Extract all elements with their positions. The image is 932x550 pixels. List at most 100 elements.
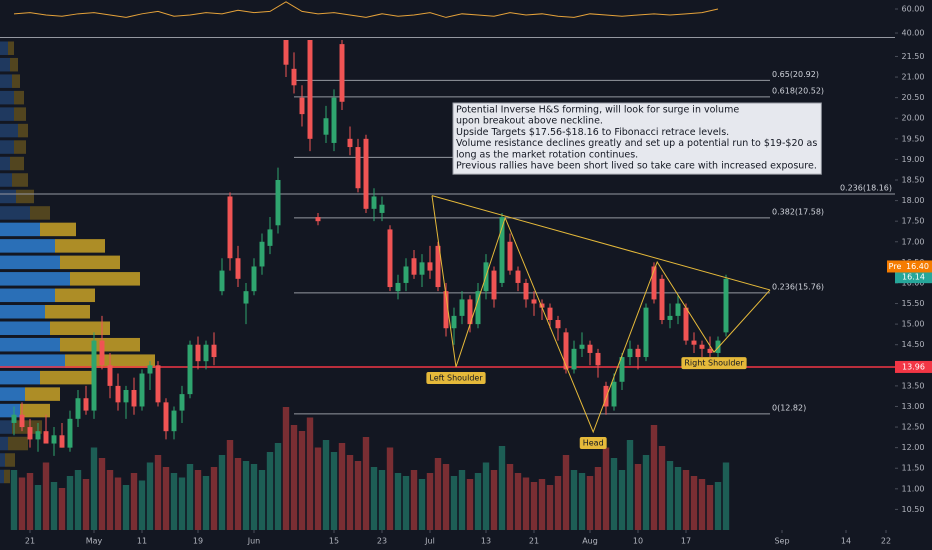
- profile-up-bar: [0, 222, 40, 237]
- volume-bar: [626, 440, 634, 530]
- volume-bar: [594, 467, 602, 530]
- y-tick-label: 12.00: [902, 443, 925, 452]
- candle-body: [611, 381, 617, 407]
- profile-up-bar: [0, 74, 12, 88]
- volume-bar: [610, 458, 618, 530]
- candle-body: [675, 303, 681, 316]
- profile-up-bar: [0, 206, 30, 220]
- y-tick-label: 13.50: [902, 381, 925, 390]
- profile-up-bar: [0, 90, 14, 105]
- profile-down-bar: [20, 403, 50, 418]
- volume-bar: [106, 470, 114, 530]
- note-line: Previous rallies have been short lived s…: [456, 161, 817, 172]
- volume-bar: [362, 437, 370, 530]
- candle-body: [651, 266, 657, 300]
- volume-bar: [354, 461, 362, 530]
- candle-body: [531, 299, 537, 304]
- profile-up-bar: [0, 337, 60, 352]
- profile-up-bar: [0, 370, 40, 385]
- profile-down-bar: [40, 370, 95, 385]
- volume-bar: [394, 473, 402, 530]
- profile-up-bar: [0, 57, 10, 72]
- candle-body: [19, 414, 25, 428]
- volume-bar: [282, 407, 290, 530]
- profile-up-bar: [0, 272, 70, 286]
- candle-body: [75, 398, 81, 419]
- candle-body: [59, 435, 65, 448]
- volume-bar: [490, 470, 498, 530]
- profile-up-bar: [0, 387, 25, 401]
- x-tick-label: 17: [681, 537, 691, 546]
- candle-body: [123, 390, 129, 403]
- candle-body: [627, 348, 633, 358]
- note-line: upon breakout above neckline.: [456, 116, 603, 127]
- fib-label: 0.236(18.16): [840, 184, 892, 193]
- volume-bar: [634, 464, 642, 530]
- volume-bar: [170, 473, 178, 530]
- profile-up-bar: [0, 123, 18, 138]
- candle-body: [243, 291, 249, 304]
- candle-body: [443, 291, 449, 329]
- candle-body: [227, 196, 233, 259]
- candle-body: [35, 431, 41, 440]
- profile-down-bar: [14, 107, 26, 121]
- volume-bar: [34, 485, 42, 530]
- candle-body: [491, 270, 497, 300]
- price-tag: [903, 260, 932, 273]
- profile-down-bar: [30, 206, 50, 220]
- candle-body: [459, 299, 465, 316]
- candle-body: [699, 344, 705, 349]
- profile-up-bar: [0, 403, 20, 418]
- price-tag-label: 16.40: [906, 262, 929, 271]
- candle-body: [411, 258, 417, 275]
- candle-body: [235, 258, 241, 279]
- volume-bar: [186, 464, 194, 530]
- y-tick-label: 17.50: [902, 217, 925, 226]
- candle-body: [115, 385, 121, 403]
- candle-body: [147, 365, 153, 374]
- volume-bar: [658, 446, 666, 530]
- volume-bar: [578, 473, 586, 530]
- candle-body: [67, 418, 73, 448]
- volume-bar: [506, 464, 514, 530]
- candle-body: [275, 180, 281, 226]
- profile-down-bar: [5, 453, 15, 467]
- profile-up-bar: [0, 189, 16, 204]
- volume-bar: [514, 473, 522, 530]
- profile-down-bar: [10, 156, 24, 171]
- note-box: [452, 102, 822, 175]
- candle-body: [387, 229, 393, 288]
- volume-bar: [154, 455, 162, 530]
- pre-tag-box: [887, 260, 903, 273]
- candle-body: [379, 204, 385, 213]
- candle-body: [427, 262, 433, 271]
- candle-body: [315, 217, 321, 222]
- profile-down-bar: [55, 239, 105, 253]
- candle-body: [179, 394, 185, 411]
- profile-up-bar: [0, 453, 5, 467]
- profile-down-bar: [16, 189, 34, 204]
- candle-body: [539, 303, 545, 308]
- candle-body: [571, 348, 577, 370]
- profile-down-bar: [45, 305, 90, 319]
- profile-up-bar: [0, 305, 45, 319]
- volume-bar: [98, 458, 106, 530]
- y-tick-label: 19.50: [902, 134, 925, 143]
- candle-body: [619, 357, 625, 382]
- profile-up-bar: [0, 255, 60, 270]
- pattern-line: [431, 195, 771, 434]
- volume-bar: [682, 470, 690, 530]
- volume-bar: [410, 470, 418, 530]
- volume-bar: [250, 464, 258, 530]
- candle-body: [163, 402, 169, 432]
- candle-body: [435, 245, 441, 288]
- indicator-tick-label: 40.00: [902, 29, 925, 38]
- volume-bar: [418, 479, 426, 530]
- volume-bar: [274, 443, 282, 530]
- volume-bar: [26, 473, 34, 530]
- pattern-label: Head: [583, 439, 604, 448]
- fib-label: 0.618(20.52): [772, 86, 824, 95]
- candle-body: [723, 278, 729, 333]
- x-tick-label: 14: [841, 537, 851, 546]
- indicator-line: [13, 1, 719, 18]
